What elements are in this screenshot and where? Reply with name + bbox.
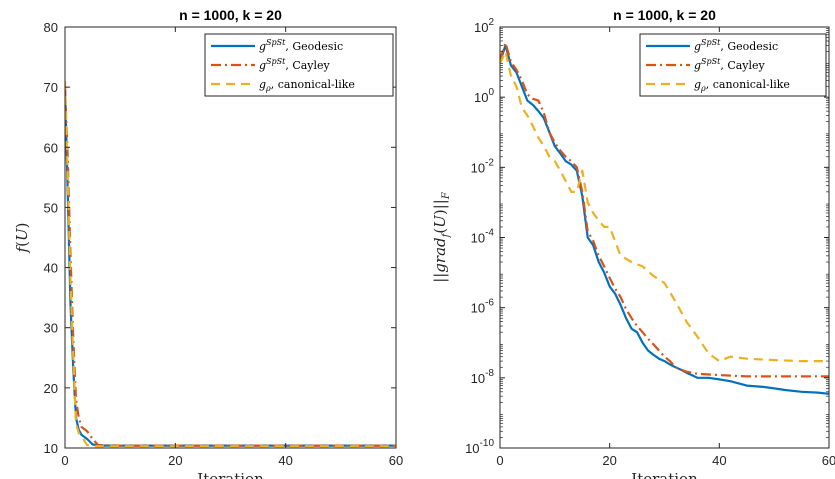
chart-title: n = 1000, k = 20 [613, 7, 716, 23]
legend-label-1: gSpSt, Cayley [259, 57, 331, 72]
legend-label-0: gSpSt, Geodesic [694, 38, 778, 53]
x-tick-label: 0 [61, 453, 68, 468]
y-axis-label: f(U) [13, 223, 31, 254]
y-tick-label: 10-10 [465, 438, 494, 456]
series-group [500, 41, 829, 395]
x-tick-label: 0 [496, 453, 503, 468]
y-tick-label: 60 [44, 140, 58, 155]
y-tick-label: 40 [44, 261, 58, 276]
x-tick-label: 60 [389, 453, 403, 468]
y-tick-label: 100 [474, 87, 494, 105]
y-tick-label: 20 [44, 381, 58, 396]
series-line-1 [65, 87, 396, 447]
x-tick-label: 40 [712, 453, 726, 468]
x-tick-label: 40 [278, 453, 292, 468]
x-axis-label: Iteration [197, 470, 264, 479]
y-tick-label: 10-4 [471, 228, 495, 246]
legend-label-2: gρ, canonical-like [694, 78, 790, 93]
x-tick-label: 60 [822, 453, 835, 468]
chart-title: n = 1000, k = 20 [179, 7, 282, 23]
x-axis-label: Iteration [631, 470, 698, 479]
y-tick-label: 10-8 [471, 368, 495, 386]
legend-label-0: gSpSt, Geodesic [259, 38, 343, 53]
y-tick-label: 10 [44, 441, 58, 456]
y-tick-label: 50 [44, 200, 58, 215]
y-tick-label: 30 [44, 321, 58, 336]
series-line-2 [500, 50, 829, 363]
plot-area [65, 27, 396, 448]
right-chart: 0 20 40 60 102 100 10-2 10-4 10-6 10-8 10-10 n = 10… [431, 7, 835, 479]
x-tick-label: 20 [168, 453, 182, 468]
y-axis-label: ||gradf(U)||F [431, 191, 452, 283]
y-tick-label: 10-6 [471, 298, 495, 316]
y-tick-label: 10-2 [471, 157, 495, 175]
y-tick-label: 102 [474, 17, 494, 35]
legend-label-1: gSpSt, Cayley [694, 57, 766, 72]
y-tick-label: 70 [44, 80, 58, 95]
axes-box [64, 26, 397, 449]
series-line-1 [500, 41, 829, 378]
x-tick-label: 20 [602, 453, 616, 468]
legend-label-2: gρ, canonical-like [259, 78, 355, 93]
series-line-0 [500, 44, 829, 395]
series-group [65, 81, 396, 448]
y-tick-label: 80 [44, 20, 58, 35]
plot-area [500, 27, 829, 448]
left-chart: 0 20 40 60 10 20 30 40 50 60 70 80 n = 1000, k = 20 I… [13, 7, 403, 479]
